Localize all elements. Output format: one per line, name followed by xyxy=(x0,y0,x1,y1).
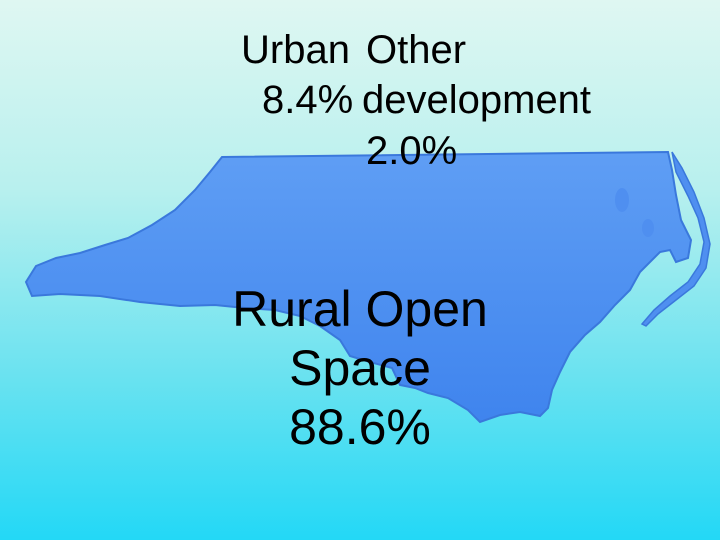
urban-label: Urban xyxy=(241,28,350,72)
state-body-shape xyxy=(24,150,693,424)
outer-banks-shape xyxy=(640,151,711,327)
other-percent: 2.0% xyxy=(366,129,458,173)
other-label-line2: development xyxy=(362,78,592,122)
sound-island-shape xyxy=(642,219,654,237)
other-label-line1: Other xyxy=(366,28,467,72)
rural-label-line2: Space xyxy=(289,340,431,396)
urban-percent: 8.4% xyxy=(262,78,354,122)
rural-percent: 88.6% xyxy=(289,399,431,455)
sound-island-shape xyxy=(615,188,629,212)
rural-label-line1: Rural Open xyxy=(232,281,488,337)
